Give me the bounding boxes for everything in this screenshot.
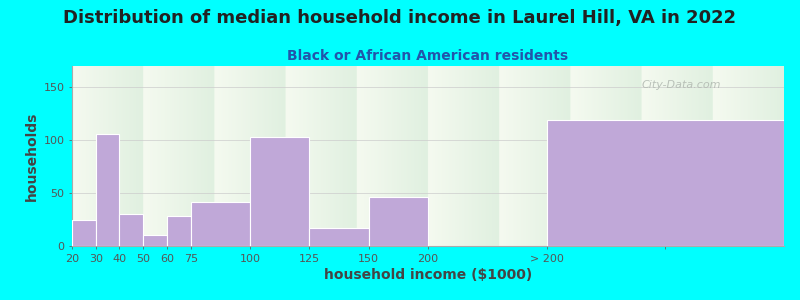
Text: Distribution of median household income in Laurel Hill, VA in 2022: Distribution of median household income … [63, 9, 737, 27]
Bar [190, 202, 250, 246]
X-axis label: household income ($1000): household income ($1000) [324, 268, 532, 282]
Bar [310, 228, 369, 246]
Title: Black or African American residents: Black or African American residents [287, 50, 569, 63]
Text: City-Data.com: City-Data.com [642, 80, 721, 90]
Bar [250, 137, 310, 246]
Bar [167, 216, 190, 246]
Bar [96, 134, 119, 246]
Y-axis label: households: households [25, 111, 39, 201]
Bar [72, 220, 96, 246]
Bar [546, 120, 784, 246]
Bar [369, 197, 428, 246]
Bar [119, 214, 143, 246]
Bar [143, 236, 167, 246]
